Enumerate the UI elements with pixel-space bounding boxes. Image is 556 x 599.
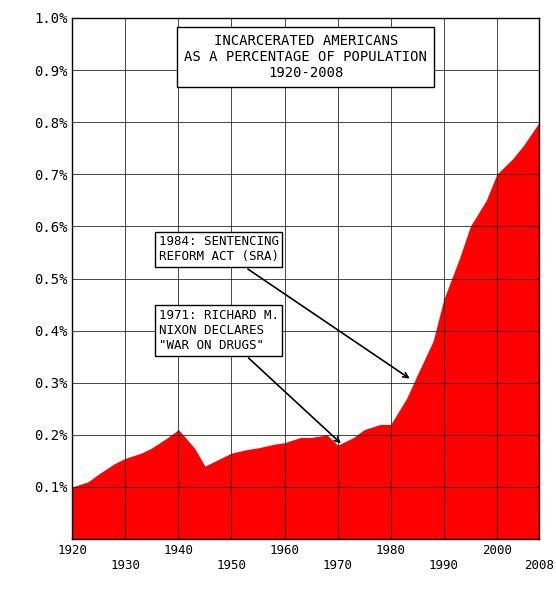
Text: INCARCERATED AMERICANS
AS A PERCENTAGE OF POPULATION
1920-2008: INCARCERATED AMERICANS AS A PERCENTAGE O… [185,34,427,80]
Text: 1984: SENTENCING
REFORM ACT (SRA): 1984: SENTENCING REFORM ACT (SRA) [158,235,408,377]
Text: 1971: RICHARD M.
NIXON DECLARES
"WAR ON DRUGS": 1971: RICHARD M. NIXON DECLARES "WAR ON … [158,309,340,442]
